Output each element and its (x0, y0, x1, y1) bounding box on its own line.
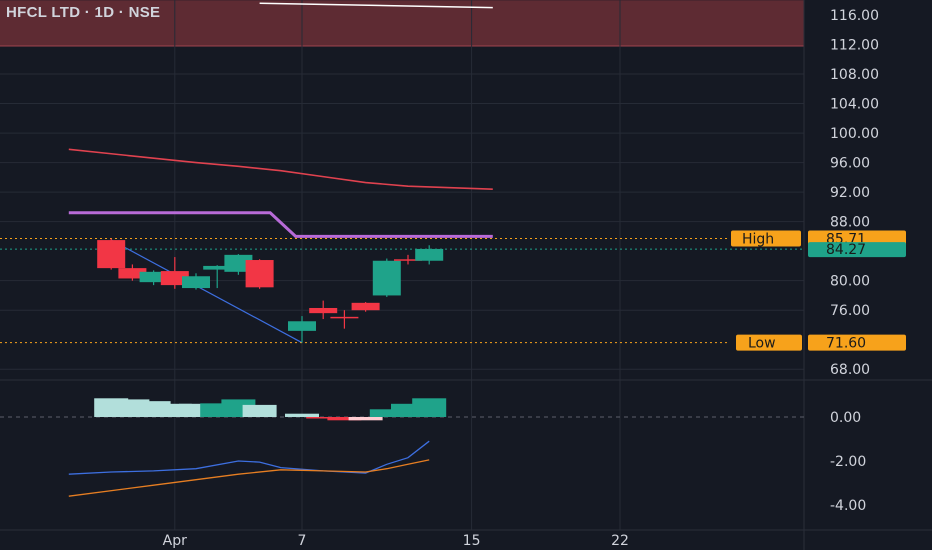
candle-body (182, 276, 210, 289)
candle (203, 265, 232, 289)
candle (394, 254, 422, 265)
histogram-bar (348, 417, 383, 421)
histogram-bar (327, 417, 362, 421)
candle-body (97, 240, 126, 269)
y-tick-label: 92.00 (830, 185, 870, 201)
y-tick-label: -4.00 (830, 498, 866, 514)
candle-body (224, 254, 253, 272)
histogram-bar (285, 413, 319, 417)
y-tick-label: 100.00 (830, 126, 879, 142)
last-price-box (808, 242, 906, 258)
candle (288, 316, 316, 343)
y-tick-label: 68.00 (830, 362, 870, 378)
candle-body (415, 248, 444, 261)
candle-body (394, 259, 422, 261)
candle-body (118, 268, 147, 279)
candle (351, 302, 380, 312)
y-tick-label: 108.00 (830, 67, 879, 83)
x-tick-label: Apr (163, 533, 187, 549)
high-tag-label: High (742, 232, 774, 248)
candle (372, 258, 401, 297)
trend-line (110, 239, 303, 344)
top-band (0, 0, 804, 46)
candle (245, 259, 274, 289)
candle-body (351, 302, 380, 311)
histogram-bar (412, 398, 447, 417)
y-tick-label: 80.00 (830, 274, 870, 290)
y-tick-label: 76.00 (830, 303, 870, 319)
chart-title: HFCL LTD · 1D · NSE (6, 4, 161, 21)
candle (97, 238, 126, 270)
candle-body (372, 260, 401, 296)
y-tick-label: -2.00 (830, 454, 866, 470)
oscillator-line-blue (68, 440, 430, 475)
candle-body (330, 316, 359, 319)
histogram-bar (369, 409, 404, 417)
moving-average-purple (68, 211, 493, 238)
candle-body (309, 307, 338, 314)
candle (309, 300, 338, 320)
last-price-label: 84.27 (826, 242, 866, 258)
low-value-label: 71.60 (826, 336, 866, 352)
oscillator-line-orange (68, 459, 430, 497)
histogram-bar (242, 404, 277, 417)
y-tick-label: 112.00 (830, 38, 879, 54)
candle (118, 264, 147, 281)
histogram-bar (306, 417, 341, 419)
high-tag-box (731, 230, 801, 247)
candle-body (160, 271, 189, 286)
candle (182, 273, 210, 290)
candle (330, 310, 359, 329)
candle (224, 254, 253, 275)
y-tick-label: 0.00 (830, 410, 861, 426)
white-indicator-line (259, 2, 493, 9)
x-tick-label: 7 (298, 533, 307, 549)
candle-body (245, 260, 274, 288)
y-tick-label: 104.00 (830, 97, 879, 113)
x-tick-label: 15 (463, 533, 481, 549)
candle-body (139, 271, 168, 283)
y-tick-label: 96.00 (830, 156, 870, 172)
low-tag-label: Low (748, 336, 776, 352)
candle (415, 245, 444, 265)
moving-average-red (68, 148, 493, 190)
candle-body (288, 321, 316, 331)
x-tick-label: 22 (611, 533, 629, 549)
low-tag-box (736, 334, 802, 351)
candle (160, 257, 189, 289)
candle-body (203, 265, 232, 270)
y-tick-label: 88.00 (830, 215, 870, 231)
candle (139, 270, 168, 286)
low-value-box (808, 334, 906, 351)
y-tick-label: 116.00 (830, 8, 879, 24)
